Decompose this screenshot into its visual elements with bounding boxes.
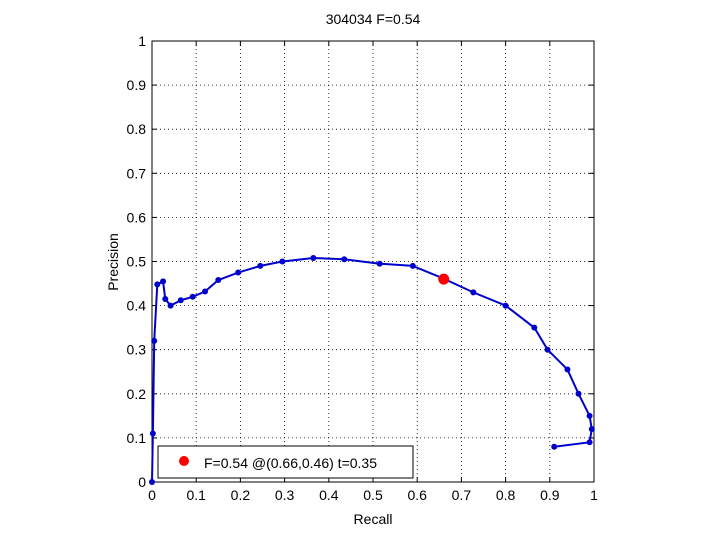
data-point — [551, 443, 558, 450]
y-axis-label: Precision — [105, 233, 121, 291]
x-axis-label: Recall — [354, 511, 393, 527]
y-tick-label: 0 — [138, 474, 146, 490]
x-tick-label: 0 — [148, 487, 156, 503]
data-point — [149, 479, 155, 485]
x-tick-label: 1 — [590, 487, 598, 503]
y-tick-label: 0.1 — [127, 430, 147, 446]
y-tick-label: 0.2 — [127, 386, 147, 402]
data-point — [154, 281, 161, 288]
x-tick-label: 0.7 — [452, 487, 472, 503]
x-tick-label: 0.8 — [496, 487, 516, 503]
x-tick-label: 0.3 — [275, 487, 295, 503]
y-tick-label: 0.4 — [127, 298, 147, 314]
data-point — [409, 262, 416, 269]
y-tick-label: 0.8 — [127, 121, 147, 137]
highlight-point-group — [438, 273, 450, 285]
series — [149, 254, 595, 485]
data-point — [470, 289, 477, 296]
data-point — [575, 390, 582, 397]
data-point — [341, 256, 348, 263]
chart-title: 304034 F=0.54 — [326, 11, 421, 27]
x-tick-label: 0.5 — [363, 487, 383, 503]
x-tick-label: 0.2 — [231, 487, 251, 503]
data-point — [151, 337, 158, 344]
y-tick-label: 0.9 — [127, 77, 147, 93]
legend: F=0.54 @(0.66,0.46) t=0.35 — [157, 445, 414, 479]
y-ticks: 0 0.1 0.2 0.3 0.4 0.5 0.6 0.7 0.8 0.9 1 — [127, 33, 594, 490]
grid — [152, 41, 594, 482]
x-tick-label: 0.9 — [540, 487, 560, 503]
best-f-point — [438, 273, 450, 285]
y-tick-label: 0.3 — [127, 342, 147, 358]
data-point — [586, 439, 593, 446]
x-tick-label: 0.1 — [186, 487, 206, 503]
y-tick-label: 0.5 — [127, 254, 147, 270]
data-point — [189, 293, 196, 300]
legend-label: F=0.54 @(0.66,0.46) t=0.35 — [204, 455, 377, 471]
legend-marker — [179, 456, 189, 466]
data-point — [279, 258, 286, 265]
data-point — [310, 254, 317, 261]
data-point — [257, 262, 264, 269]
data-point — [202, 288, 209, 295]
data-point — [162, 295, 169, 302]
data-point — [215, 277, 222, 284]
data-point — [235, 269, 242, 276]
x-tick-label: 0.6 — [407, 487, 427, 503]
data-point — [564, 366, 571, 373]
data-point — [588, 426, 595, 433]
y-tick-label: 0.6 — [127, 209, 147, 225]
data-point — [586, 412, 593, 419]
data-point — [149, 430, 156, 437]
x-tick-label: 0.4 — [319, 487, 339, 503]
data-point — [502, 302, 509, 309]
y-tick-label: 0.7 — [127, 165, 147, 181]
data-point — [177, 297, 184, 304]
legend-box — [157, 445, 414, 479]
data-point — [376, 260, 383, 267]
x-ticks: 0 0.1 0.2 0.3 0.4 0.5 0.6 0.7 0.8 0.9 1 — [148, 41, 598, 503]
data-point — [544, 346, 551, 353]
data-point — [531, 324, 538, 331]
data-point — [160, 278, 167, 285]
y-tick-label: 1 — [138, 33, 146, 49]
data-point — [167, 302, 174, 309]
